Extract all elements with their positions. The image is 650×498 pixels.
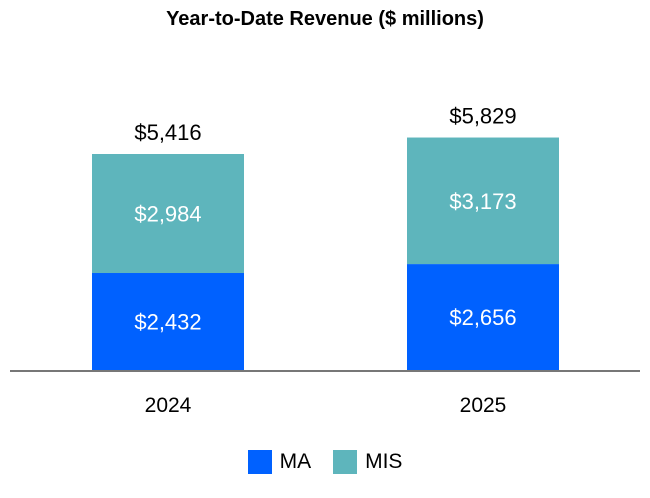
- chart-plot: $2,432 $2,984 $5,416 2024 $2,656 $3,173 $5,829…: [10, 104, 640, 417]
- legend-item-mis: MIS: [333, 450, 402, 474]
- total-label: $5,829: [449, 104, 516, 129]
- bar-mis-2025: [407, 137, 559, 265]
- data-label: $2,984: [134, 202, 201, 227]
- legend-label-ma: MA: [279, 450, 312, 473]
- total-label: $5,416: [134, 120, 201, 145]
- legend-swatch-ma: [247, 450, 272, 474]
- x-tick-label: 2025: [460, 394, 507, 417]
- data-label: $3,173: [449, 189, 516, 214]
- bar-ma-2025: [407, 264, 559, 370]
- x-tick-label: 2024: [145, 394, 192, 417]
- bar-mis-2024: [92, 154, 244, 274]
- legend-swatch-mis: [333, 450, 358, 474]
- legend: MA MIS: [0, 450, 650, 474]
- legend-label-mis: MIS: [365, 450, 403, 473]
- bar-ma-2024: [92, 273, 244, 370]
- chart-title: Year-to-Date Revenue ($ millions): [166, 8, 484, 30]
- legend-item-ma: MA: [247, 450, 312, 474]
- data-label: $2,432: [134, 310, 201, 335]
- data-label: $2,656: [449, 305, 516, 330]
